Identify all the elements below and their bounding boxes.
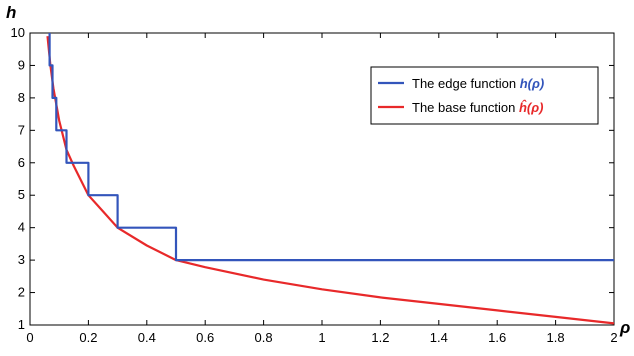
- series-line-edge-function: [48, 33, 614, 262]
- legend-text-base-function: The base function: [412, 100, 519, 115]
- legend-text-edge-function: The edge function: [412, 76, 520, 91]
- y-tick-label: 10: [11, 25, 25, 40]
- x-tick-label: 0.6: [196, 330, 214, 345]
- series-line-base-function: [46, 36, 615, 325]
- legend-box: [370, 66, 599, 125]
- x-tick-label: 1.6: [488, 330, 506, 345]
- y-tick-label: 2: [18, 285, 25, 300]
- legend-entry-base-function: The base function ĥ(ρ): [412, 100, 543, 115]
- x-tick-label: 1: [318, 330, 325, 345]
- series-layer: [46, 33, 615, 325]
- legend-entry-edge-function: The edge function h(ρ): [412, 76, 544, 91]
- x-tick-label: 0.8: [255, 330, 273, 345]
- legend-symbol-base-function: ĥ(ρ): [519, 100, 543, 115]
- legend-symbol-edge-function: h(ρ): [520, 76, 544, 91]
- y-tick-label: 1: [18, 317, 25, 332]
- x-tick-label: 0.2: [79, 330, 97, 345]
- y-tick-label: 9: [18, 57, 25, 72]
- y-tick-label: 4: [18, 220, 25, 235]
- y-tick-label: 8: [18, 90, 25, 105]
- x-tick-label: 0.4: [138, 330, 156, 345]
- y-tick-label: 7: [18, 122, 25, 137]
- y-tick-label: 6: [18, 155, 25, 170]
- legend: The edge function h(ρ) The base function…: [370, 66, 599, 125]
- x-tick-label: 1.4: [430, 330, 448, 345]
- x-tick-label: 1.2: [371, 330, 389, 345]
- y-tick-label: 5: [18, 187, 25, 202]
- y-axis-title: h: [6, 3, 16, 22]
- x-tick-label: 1.8: [547, 330, 565, 345]
- x-tick-label: 0: [26, 330, 33, 345]
- x-tick-label: 2: [610, 330, 617, 345]
- y-tick-label: 3: [18, 252, 25, 267]
- x-axis-title: ρ: [619, 318, 630, 337]
- axis-ticks: 0 0.2 0.4 0.6 0.8 1 1.2 1.4 1.6 1.8 2 1 2 3 4 5 6 7 8 9 10: [11, 25, 618, 345]
